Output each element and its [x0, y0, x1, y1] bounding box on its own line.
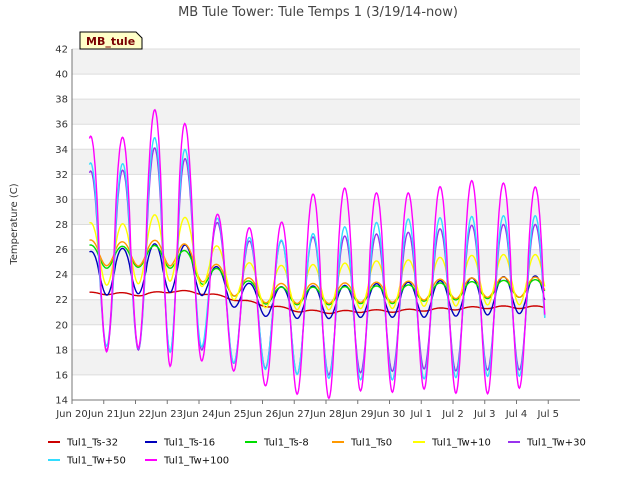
- x-tick-label: Jul 4: [505, 409, 528, 420]
- series-line: [88, 108, 546, 400]
- legend-label: Tul1_Tw+50: [66, 456, 126, 467]
- badge-box: [79, 31, 143, 50]
- series-line: [89, 239, 546, 305]
- y-tick-label: 28: [55, 220, 68, 231]
- x-tick-label: Jul 1: [409, 409, 432, 420]
- y-tick-label: 26: [55, 245, 68, 256]
- x-tick-label: Jul 2: [441, 409, 464, 420]
- y-tick-label: 24: [55, 270, 68, 281]
- legend: Tul1_Ts-32 Tul1_Ts-16 Tul1_Ts-8 Tul1_Ts0 Tul…: [48, 438, 586, 467]
- x-tick-label: Jun 22: [119, 409, 152, 420]
- x-tick-label: Jun 20: [55, 409, 88, 420]
- badge-label: MB_tule: [86, 35, 135, 48]
- series-line: [89, 214, 546, 311]
- chart-title: MB Tule Tower: Tule Temps 1 (3/19/14-now…: [178, 5, 458, 20]
- y-tick-label: 22: [55, 295, 68, 306]
- x-tick-label: Jun 28: [309, 409, 342, 420]
- y-tick-label: 18: [55, 345, 68, 356]
- x-tick-label: Jun 24: [182, 409, 215, 420]
- legend-label: Tul1_Ts-32: [66, 438, 118, 449]
- plot-band: [72, 99, 580, 125]
- plot-band: [72, 274, 580, 300]
- legend-label: Tul1_Ts0: [350, 438, 392, 449]
- plot-band: [72, 199, 580, 225]
- y-tick-label: 42: [55, 45, 68, 56]
- badge: MB_tule: [79, 31, 143, 50]
- legend-label: Tul1_Tw+30: [526, 438, 586, 449]
- x-tick-label: Jul 3: [473, 409, 496, 420]
- series-lines: [88, 108, 546, 400]
- y-tick-label: 38: [55, 95, 68, 106]
- legend-label: Tul1_Tw+10: [431, 438, 491, 449]
- x-tick-label: Jun 25: [214, 409, 247, 420]
- y-axis-label: Temperature (C): [9, 183, 20, 265]
- plot-band: [72, 174, 580, 200]
- legend-label: Tul1_Ts-8: [263, 438, 309, 449]
- y-tick-label: 36: [55, 120, 68, 131]
- x-tick-label: Jun 23: [150, 409, 183, 420]
- y-tick-label: 20: [55, 320, 68, 331]
- x-tick-label: Jun 30: [373, 409, 406, 420]
- x-tick-label: Jun 21: [87, 409, 120, 420]
- x-tick-label: Jun 29: [341, 409, 374, 420]
- y-tick-label: 14: [55, 396, 68, 407]
- y-tick-label: 32: [55, 170, 68, 181]
- legend-label: Tul1_Ts-16: [163, 438, 215, 449]
- legend-label: Tul1_Tw+100: [163, 456, 229, 467]
- y-tick-label: 34: [55, 145, 68, 156]
- plot-band: [72, 49, 580, 75]
- x-tick-label: Jul 5: [536, 409, 559, 420]
- plot-band: [72, 74, 580, 100]
- plot-band: [72, 124, 580, 150]
- y-tick-labels: 14 16 18 20 22 24 26 28 30 32 34 36 38 40 42: [55, 45, 68, 407]
- plot-band: [72, 324, 580, 350]
- x-tick-labels: Jun 20 Jun 21 Jun 22 Jun 23 Jun 24 Jun 25 Jun …: [55, 409, 559, 420]
- x-tick-label: Jun 27: [277, 409, 310, 420]
- axes: [71, 49, 580, 404]
- y-tick-label: 30: [55, 195, 68, 206]
- y-tick-label: 16: [55, 370, 68, 381]
- y-tick-label: 40: [55, 70, 68, 81]
- x-tick-label: Jun 26: [246, 409, 279, 420]
